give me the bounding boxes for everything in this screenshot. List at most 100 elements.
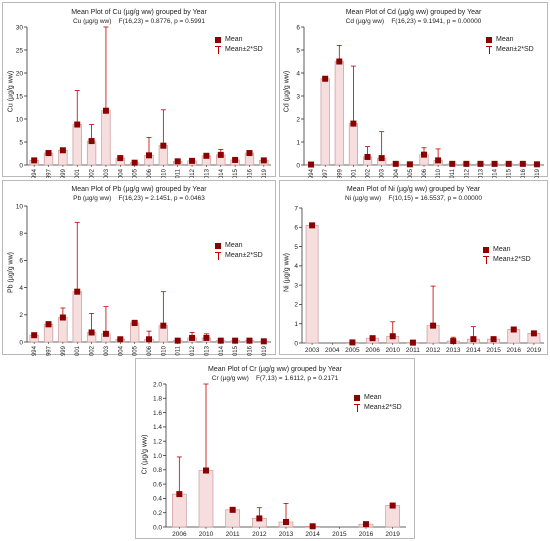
y-tick-label: 1.6 [153, 410, 162, 417]
y-tick-label: 1 [294, 321, 298, 328]
x-tick-label: 2013 [446, 347, 461, 354]
mean-marker [406, 161, 413, 168]
x-tick-label: 2006 [147, 168, 153, 178]
chart-subtitle: Ni (µg/g ww) F(10,15) = 16.5537, p = 0.0… [344, 195, 483, 202]
x-tick-label: 2013 [204, 168, 210, 178]
x-tick-label: 2010 [199, 531, 214, 538]
mean-marker [146, 336, 152, 343]
y-tick-label: 6 [19, 258, 23, 265]
x-tick-label: 2002 [366, 168, 372, 178]
x-tick-label: 2011 [406, 347, 420, 354]
x-tick-label: 2014 [493, 168, 499, 178]
bar [385, 505, 401, 528]
x-tick-label: 2011 [226, 531, 240, 538]
chart-title: Mean Plot of Cu (µg/g ww) grouped by Yea… [71, 9, 207, 16]
y-tick-label: 5 [294, 244, 298, 251]
y-tick-label: 1.2 [153, 439, 162, 446]
x-tick-label: 2012 [190, 168, 196, 178]
y-tick-label: 6 [294, 225, 298, 232]
x-tick-label: 2006 [147, 345, 153, 356]
mean-marker [174, 158, 181, 165]
mean-marker [189, 157, 196, 164]
chart-panel-cu: Mean Plot of Cu (µg/g ww) grouped by Yea… [2, 2, 276, 178]
mean-marker [308, 161, 315, 168]
x-tick-label: 2019 [535, 168, 541, 178]
legend-label: Mean±2*SD [225, 252, 263, 259]
x-tick-label: 2013 [204, 345, 210, 356]
chart-title: Mean Plot of Cd (µg/g ww) grouped by Yea… [345, 9, 482, 16]
mean-marker [59, 147, 66, 154]
y-tick-label: 1.0 [153, 453, 162, 460]
x-tick-label: 2005 [408, 168, 414, 178]
mean-marker [435, 157, 442, 164]
mean-marker [533, 161, 540, 168]
y-tick-label: 4 [19, 285, 23, 292]
y-tick-label: 7 [294, 205, 298, 212]
x-tick-label: 2015 [233, 345, 239, 356]
y-tick-label: 6 [296, 24, 300, 31]
x-tick-label: 2015 [507, 168, 513, 178]
bar [72, 124, 82, 166]
mean-marker [389, 502, 396, 509]
chart-panel-cr: Mean Plot of Cr (µg/g ww) grouped by Yea… [135, 358, 415, 539]
mean-marker [260, 338, 267, 345]
mean-marker-icon [486, 37, 492, 43]
x-tick-label: 2001 [75, 168, 81, 178]
mean-marker [59, 314, 66, 321]
x-tick-label: 2003 [305, 347, 320, 354]
x-tick-label: 2015 [332, 531, 347, 538]
bar [72, 291, 82, 343]
mean-marker [217, 337, 224, 344]
x-tick-label: 2004 [118, 168, 124, 178]
y-tick-label: 0.6 [153, 481, 162, 488]
mean-marker [117, 155, 124, 162]
mean-marker [74, 288, 81, 295]
mean-marker [203, 334, 210, 341]
chart-subtitle: Pb (µg/g ww) F(16,23) = 2.1451, p = 0.04… [73, 195, 205, 202]
mean-marker [490, 336, 497, 343]
y-tick-label: 5 [19, 139, 23, 146]
mean-marker [74, 121, 81, 128]
mean-marker [260, 157, 267, 164]
mean-marker [160, 322, 167, 329]
x-tick-label: 2012 [464, 168, 470, 178]
x-tick-label: 2019 [385, 531, 400, 538]
x-tick-label: 2014 [466, 347, 481, 354]
x-tick-label: 2002 [90, 345, 96, 356]
y-tick-label: 5 [296, 47, 300, 54]
mean-marker [350, 120, 357, 127]
x-tick-label: 2015 [233, 168, 239, 178]
x-tick-label: 2012 [252, 531, 267, 538]
y-tick-label: 0 [19, 339, 23, 346]
y-tick-label: 8 [19, 231, 23, 238]
y-tick-label: 1 [296, 139, 300, 146]
x-tick-label: 2016 [359, 531, 374, 538]
bar [305, 225, 319, 344]
bar [101, 110, 111, 166]
mean-marker-icon [215, 37, 221, 43]
error-bar-icon [215, 46, 221, 54]
mean-marker [256, 515, 263, 522]
bar [348, 123, 358, 166]
bar [58, 317, 68, 343]
x-tick-label: 2010 [436, 168, 442, 178]
legend-label: Mean±2*SD [225, 46, 263, 53]
x-tick-label: 2010 [386, 347, 401, 354]
mean-marker [491, 160, 498, 167]
bar [86, 140, 97, 166]
x-tick-label: 2011 [176, 168, 182, 178]
y-tick-label: 2 [296, 116, 300, 123]
x-tick-label: 2005 [133, 345, 139, 356]
x-tick-label: 2010 [161, 168, 167, 178]
x-tick-label: 2011 [176, 345, 182, 356]
mean-marker [176, 491, 183, 498]
x-tick-label: 2012 [190, 345, 196, 356]
chart-title: Mean Plot of Pb (µg/g ww) grouped by Yea… [71, 186, 207, 193]
mean-marker [463, 160, 470, 167]
bar [198, 470, 214, 528]
x-tick-label: 2004 [325, 347, 340, 354]
chart-panel-pb: Mean Plot of Pb (µg/g ww) grouped by Yea… [2, 180, 276, 356]
mean-marker [229, 506, 236, 513]
mean-marker [505, 160, 512, 167]
mean-marker [510, 326, 517, 333]
